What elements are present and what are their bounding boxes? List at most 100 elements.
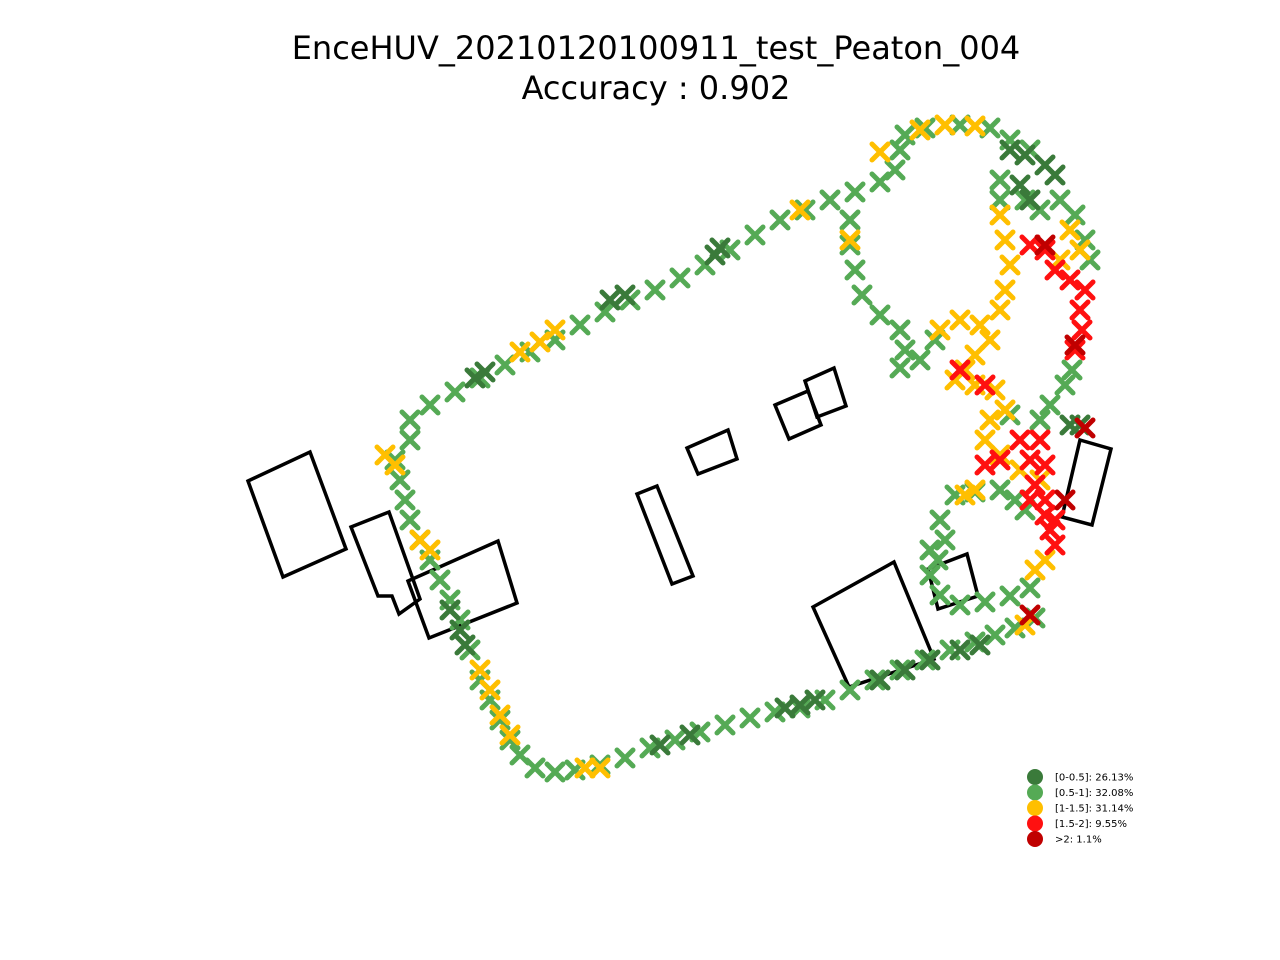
trajectory-point (1044, 259, 1066, 281)
trajectory-point (869, 669, 891, 691)
trajectory-point (1059, 269, 1081, 291)
trajectory-point (614, 284, 636, 306)
chart-title: EnceHUV_20210120100911_test_Peaton_004 (292, 29, 1021, 67)
trajectory-point (589, 757, 611, 779)
trajectory-point (1064, 334, 1086, 356)
trajectory-point (1054, 489, 1076, 511)
trajectory-point (509, 341, 531, 363)
trajectory-point (599, 289, 621, 311)
trajectory-point (851, 284, 873, 306)
trajectory-point (669, 267, 691, 289)
trajectory-point (949, 594, 971, 616)
trajectory-point (1034, 454, 1056, 476)
building-outline (634, 483, 696, 587)
legend-marker (1027, 815, 1043, 832)
trajectory-point (1024, 474, 1046, 496)
legend-marker (1027, 800, 1043, 816)
trajectory-point (794, 199, 816, 221)
trajectory-point (1029, 429, 1051, 451)
legend-label: [1-1.5]: 31.14% (1055, 804, 1133, 815)
trajectory-point (479, 679, 501, 701)
trajectory-point (594, 301, 616, 323)
trajectory-point (969, 634, 991, 656)
trajectory-point (949, 639, 971, 661)
trajectory-point (499, 729, 521, 751)
legend: [0-0.5]: 26.13% [0.5-1]: 32.08% [1-1.5]: 3… (1027, 769, 1133, 847)
series--0-0-5- (439, 139, 1091, 756)
trajectory-point (394, 489, 416, 511)
building-outline (772, 388, 824, 442)
trajectory-point (844, 259, 866, 281)
trajectory-point (789, 199, 811, 221)
trajectory-point (524, 757, 546, 779)
trajectory-point (544, 319, 566, 341)
trajectory-point (994, 229, 1016, 251)
trajectory-point (1014, 144, 1036, 166)
trajectory-point (419, 394, 441, 416)
trajectory-point (894, 124, 916, 146)
trajectory-point (1034, 549, 1056, 571)
trajectory-point (989, 479, 1011, 501)
trajectory-point (934, 114, 956, 136)
trajectory-point (989, 449, 1011, 471)
trajectory-point (989, 444, 1011, 466)
trajectory-point (499, 724, 521, 746)
trajectory-point (1034, 239, 1056, 261)
trajectory-point (419, 539, 441, 561)
trajectory-point (1039, 519, 1061, 541)
building-outline (802, 365, 849, 420)
trajectory-point (979, 409, 1001, 431)
trajectory-point (384, 449, 406, 471)
trajectory-point (1029, 409, 1051, 431)
trajectory-point (884, 159, 906, 181)
trajectory-point (839, 209, 861, 231)
trajectory-point (574, 757, 596, 779)
trajectory-point (449, 619, 471, 641)
trajectory-point (1034, 489, 1056, 511)
trajectory-point (889, 659, 911, 681)
trajectory-point (469, 659, 491, 681)
trajectory-point (389, 469, 411, 491)
trajectory-point (889, 357, 911, 379)
trajectory-point (914, 649, 936, 671)
trajectory-point (1054, 374, 1076, 396)
trajectory-point (1064, 339, 1086, 361)
trajectory-point (454, 634, 476, 656)
trajectory-point (989, 189, 1011, 211)
trajectory-point (889, 139, 911, 161)
trajectory-point (769, 209, 791, 231)
trajectory-point (1009, 174, 1031, 196)
building-outline (1059, 437, 1114, 528)
building-outlines (245, 365, 1114, 690)
trajectory-point (399, 509, 421, 531)
trajectory-point (569, 314, 591, 336)
trajectory-point (679, 724, 701, 746)
trajectory-point (384, 454, 406, 476)
trajectory-point (954, 484, 976, 506)
trajectory-point (839, 234, 861, 256)
trajectory-point (1039, 394, 1061, 416)
trajectory-point (974, 374, 996, 396)
trajectory-point (1074, 279, 1096, 301)
chart-subtitle: Accuracy : 0.902 (522, 69, 791, 107)
trajectory-point (989, 169, 1011, 191)
trajectory-point (1069, 239, 1091, 261)
trajectory-point (984, 379, 1006, 401)
trajectory-point (999, 585, 1021, 607)
trajectory-point (464, 367, 486, 389)
trajectory-point (1071, 319, 1093, 341)
trajectory-point (1014, 189, 1036, 211)
legend-label: [0-0.5]: 26.13% (1055, 773, 1133, 784)
trajectory-point (919, 564, 941, 586)
trajectory-point (1069, 299, 1091, 321)
trajectory-point (934, 529, 956, 551)
series--2 (1019, 234, 1096, 626)
trajectory-point (999, 139, 1021, 161)
building-outline (405, 538, 520, 641)
trajectory-point (429, 569, 451, 591)
trajectory-point (439, 599, 461, 621)
legend-marker (1027, 769, 1043, 785)
trajectory-point (839, 229, 861, 251)
building-outline (684, 427, 740, 477)
